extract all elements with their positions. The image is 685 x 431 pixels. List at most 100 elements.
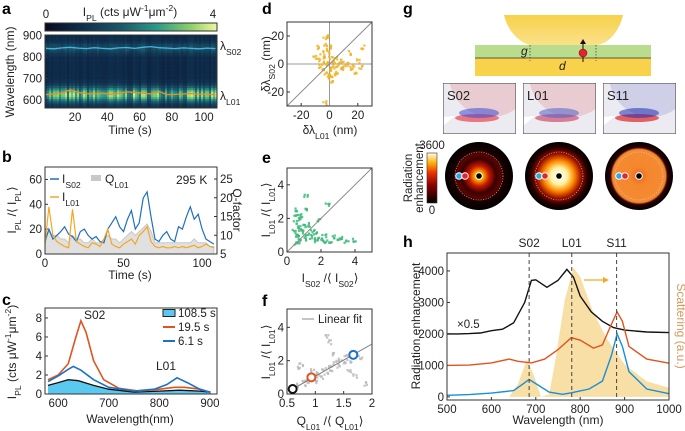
- heatmap-cell: [55, 35, 58, 38]
- heatmap-cell: [149, 42, 152, 45]
- scatter-point: [329, 81, 332, 84]
- heatmap-cell: [157, 51, 160, 54]
- heatmap-cell: [45, 71, 48, 74]
- heatmap-cell: [89, 62, 92, 65]
- heatmap-cell: [211, 76, 214, 80]
- heatmap-cell: [73, 80, 76, 83]
- heatmap-cell: [53, 60, 56, 63]
- heatmap-cell: [57, 86, 60, 89]
- heatmap-cell: [69, 75, 72, 78]
- heatmap-cell: [187, 73, 190, 76]
- heatmap-cell: [87, 95, 90, 98]
- heatmap-cell: [211, 40, 214, 43]
- heatmap-cell: [163, 38, 166, 41]
- heatmap-cell: [143, 104, 146, 107]
- heatmap-cell: [125, 86, 128, 89]
- heatmap-cell: [197, 104, 200, 107]
- heatmap-cell: [115, 95, 118, 98]
- heatmap-cell: [149, 91, 152, 94]
- heatmap-cell: [59, 69, 62, 72]
- heatmap-cell: [87, 40, 90, 43]
- scatter-point: [352, 63, 355, 66]
- heatmap-cell: [151, 67, 154, 70]
- heatmap-cell: [75, 55, 78, 58]
- heatmap-cell: [165, 100, 168, 103]
- heatmap-cell: [201, 75, 204, 78]
- heatmap-cell: [181, 87, 184, 91]
- heatmap-cell: [111, 36, 114, 39]
- heatmap-cell: [205, 95, 208, 98]
- heatmap-cell: [49, 38, 52, 41]
- heatmap-cell: [209, 66, 212, 69]
- heatmap-cell: [189, 42, 192, 45]
- heatmap-cell: [181, 91, 184, 94]
- heatmap-cell: [95, 38, 98, 41]
- heatmap-cell: [57, 53, 60, 56]
- heatmap-cell: [143, 106, 146, 108]
- heatmap-cell: [215, 75, 217, 78]
- heatmap-cell: [183, 104, 186, 107]
- heatmap-cell: [203, 36, 206, 39]
- heatmap-cell: [153, 80, 156, 83]
- heatmap-cell: [63, 66, 66, 69]
- heatmap-cell: [139, 35, 142, 38]
- heatmap-cell: [107, 64, 110, 67]
- heatmap-cell: [89, 86, 92, 89]
- heatmap-cell: [149, 76, 152, 80]
- heatmap-cell: [157, 104, 160, 107]
- heatmap-cell: [215, 78, 217, 81]
- heatmap-cell: [173, 104, 176, 107]
- heatmap-cell: [145, 67, 148, 70]
- heatmap-cell: [107, 67, 110, 70]
- heatmap-cell: [77, 40, 80, 43]
- heatmap-cell: [181, 55, 184, 58]
- heatmap-cell: [175, 80, 178, 83]
- heatmap-cell: [209, 98, 212, 101]
- scatter-point: [340, 359, 343, 362]
- heatmap-cell: [89, 64, 92, 67]
- heatmap-cell: [173, 38, 176, 41]
- heatmap-cell: [65, 47, 68, 50]
- scatter-point: [328, 73, 332, 76]
- heatmap-cell: [81, 100, 84, 103]
- heatmap-cell: [165, 84, 168, 87]
- heatmap-cell: [109, 51, 112, 54]
- heatmap-cell: [63, 93, 66, 96]
- heatmap-cell: [187, 62, 190, 65]
- heatmap-cell: [129, 73, 132, 76]
- heatmap-cell: [63, 62, 66, 65]
- heatmap-cell: [139, 40, 142, 43]
- heatmap-cell: [97, 66, 100, 69]
- heatmap-cell: [143, 55, 146, 58]
- panel-letter: d: [262, 1, 272, 18]
- heatmap-cell: [195, 106, 198, 108]
- heatmap-cell: [201, 100, 204, 103]
- heatmap-cell: [81, 64, 84, 67]
- heatmap-cell: [181, 71, 184, 74]
- heatmap-cell: [85, 51, 88, 54]
- scatter-point: [332, 351, 336, 355]
- heatmap-cell: [199, 42, 202, 45]
- y-tick-label: 700: [23, 73, 42, 85]
- heatmap-cell: [109, 49, 112, 52]
- x-tick-label: 700: [99, 398, 118, 410]
- heatmap-cell: [45, 58, 48, 61]
- heatmap-cell: [85, 64, 88, 67]
- heatmap-cell: [107, 104, 110, 107]
- heatmap-cell: [157, 84, 160, 87]
- heatmap-cell: [161, 56, 164, 60]
- heatmap-cell: [155, 58, 158, 61]
- heatmap-cell: [143, 95, 146, 98]
- heatmap-cell: [153, 60, 156, 63]
- heatmap-cell: [75, 95, 78, 98]
- heatmap-cell: [101, 80, 104, 83]
- heatmap-cell: [77, 69, 80, 72]
- heatmap-cell: [119, 106, 122, 108]
- heatmap-cell: [151, 58, 154, 61]
- heatmap-cell: [81, 76, 84, 80]
- heatmap-cell: [71, 49, 74, 52]
- peak-label-s02: S02: [84, 308, 106, 322]
- heatmap-cell: [179, 73, 182, 76]
- heatmap-cell: [71, 69, 74, 72]
- heatmap-cell: [113, 91, 116, 94]
